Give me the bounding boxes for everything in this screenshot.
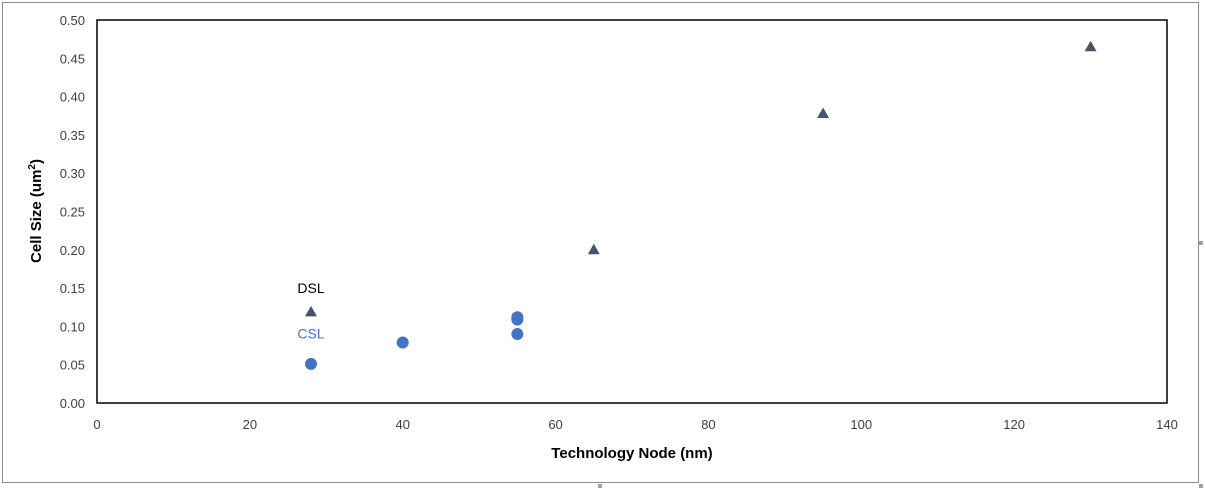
triangle-point bbox=[305, 305, 317, 317]
y-tick-label: 0.35 bbox=[60, 128, 85, 143]
triangle-point bbox=[1084, 40, 1097, 52]
x-tick-label: 0 bbox=[93, 417, 100, 432]
annotation-label: DSL bbox=[297, 280, 324, 296]
chart-area bbox=[2, 2, 1199, 483]
plot-area bbox=[96, 19, 1168, 404]
annotations: DSL CSL bbox=[297, 280, 324, 341]
triangle-point bbox=[817, 107, 830, 118]
y-axis-title: Cell Size (um2) bbox=[27, 159, 45, 263]
x-tick-label: 60 bbox=[548, 417, 562, 432]
circle-point bbox=[396, 336, 409, 349]
y-tick-label: 0.10 bbox=[60, 319, 85, 334]
circle-point bbox=[511, 328, 524, 341]
y-tick-label: 0.20 bbox=[60, 243, 85, 258]
x-tick-label: 100 bbox=[850, 417, 872, 432]
x-axis-title: Technology Node (nm) bbox=[551, 445, 712, 462]
circle-point bbox=[511, 311, 524, 324]
x-tick-labels: 0 20 40 60 80 100 120 140 bbox=[93, 417, 1177, 432]
x-tick-label: 20 bbox=[243, 417, 257, 432]
x-tick-label: 120 bbox=[1003, 417, 1025, 432]
x-tick-label: 80 bbox=[701, 417, 715, 432]
resize-handle-bottom[interactable] bbox=[598, 484, 602, 488]
resize-handle-right[interactable] bbox=[1199, 241, 1203, 245]
triangle-point bbox=[587, 243, 600, 255]
y-tick-labels: 0.00 0.05 0.10 0.15 0.20 0.25 0.30 0.35 0.40 0.45… bbox=[60, 13, 85, 411]
x-tick-label: 40 bbox=[395, 417, 409, 432]
y-tick-label: 0.15 bbox=[60, 281, 85, 296]
y-tick-label: 0.45 bbox=[60, 51, 85, 66]
circle-point bbox=[305, 357, 317, 370]
x-tick-label: 140 bbox=[1156, 417, 1178, 432]
y-tick-label: 0.00 bbox=[60, 396, 85, 411]
resize-handle-corner[interactable] bbox=[1199, 484, 1203, 488]
y-tick-label: 0.40 bbox=[60, 90, 85, 105]
y-tick-label: 0.50 bbox=[60, 13, 85, 28]
y-tick-label: 0.30 bbox=[60, 166, 85, 181]
data-points bbox=[305, 40, 1097, 370]
y-tick-label: 0.05 bbox=[60, 358, 85, 373]
annotation-label: CSL bbox=[297, 325, 324, 341]
y-tick-label: 0.25 bbox=[60, 205, 85, 220]
